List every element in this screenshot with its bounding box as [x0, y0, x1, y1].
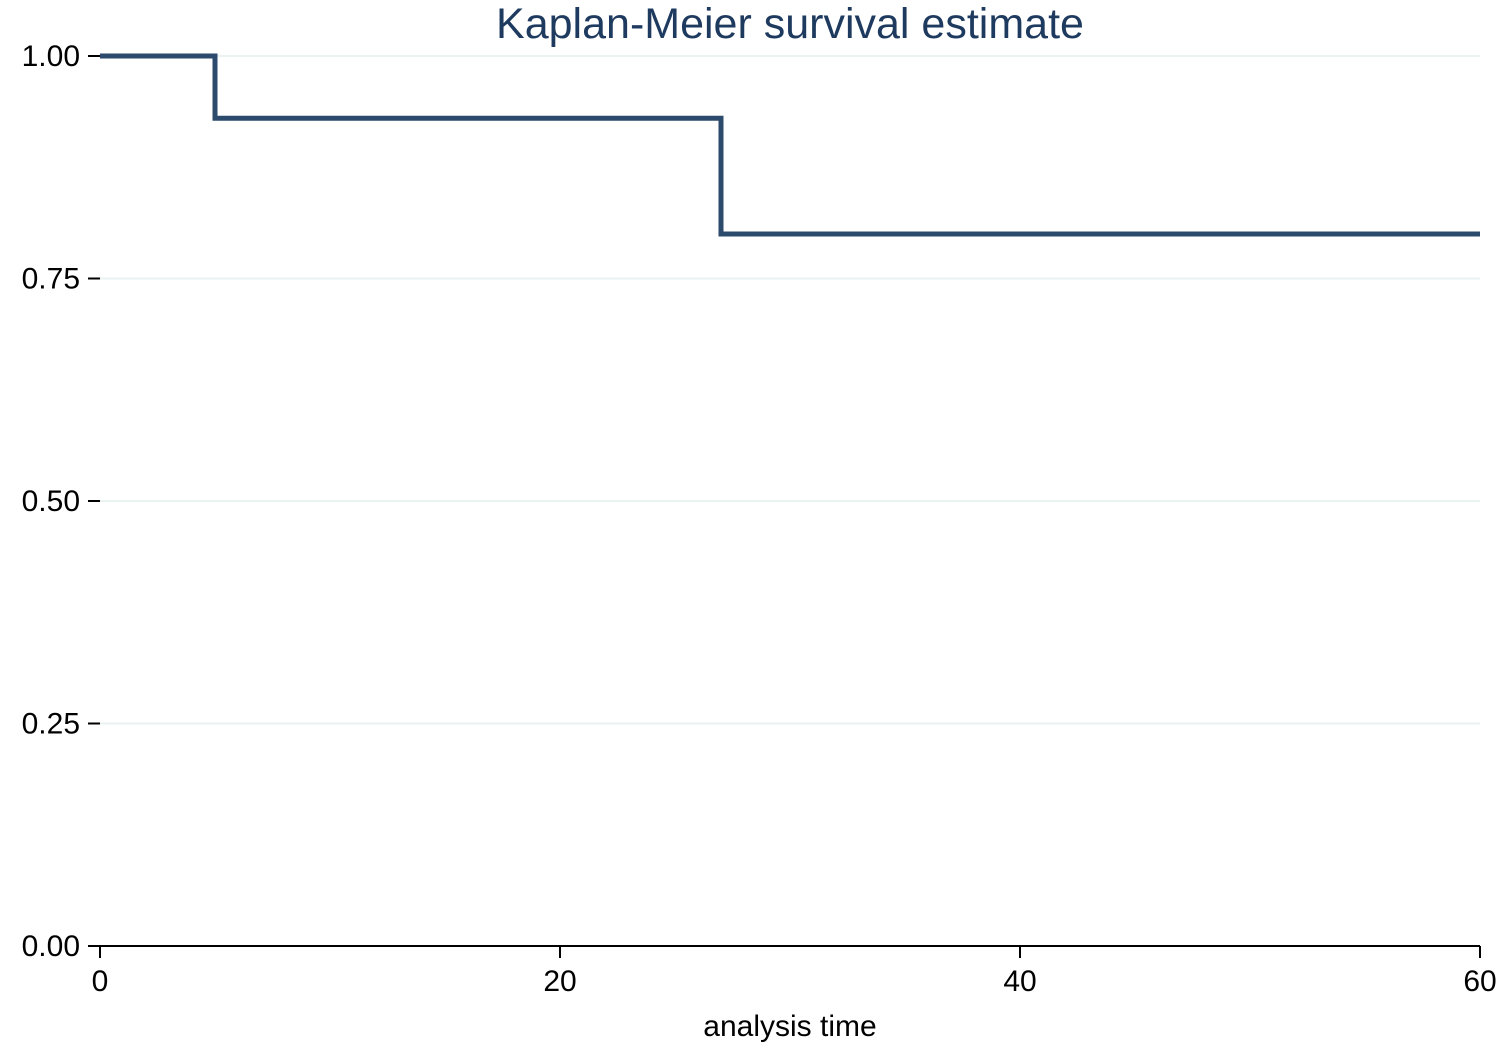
y-tick-label: 0.00: [22, 930, 80, 963]
y-tick-label: 0.25: [22, 708, 80, 741]
chart-title: Kaplan-Meier survival estimate: [496, 0, 1084, 48]
y-tick-label: 1.00: [22, 40, 80, 73]
x-tick-label: 40: [1003, 965, 1036, 998]
y-tick-label: 0.75: [22, 263, 80, 296]
x-axis-label: analysis time: [703, 1010, 876, 1043]
x-ticks: 0 20 40 60: [92, 946, 1497, 998]
y-tick-label: 0.50: [22, 485, 80, 518]
chart-svg: 0.00 0.25 0.50 0.75 1.00 0 20 40 60 Kaplan-Meie…: [0, 0, 1502, 1062]
y-ticks: 0.00 0.25 0.50 0.75 1.00: [22, 40, 100, 963]
x-tick-label: 60: [1463, 965, 1496, 998]
km-chart: 0.00 0.25 0.50 0.75 1.00 0 20 40 60 Kaplan-Meie…: [0, 0, 1502, 1062]
x-tick-label: 20: [543, 965, 576, 998]
x-tick-label: 0: [92, 965, 109, 998]
